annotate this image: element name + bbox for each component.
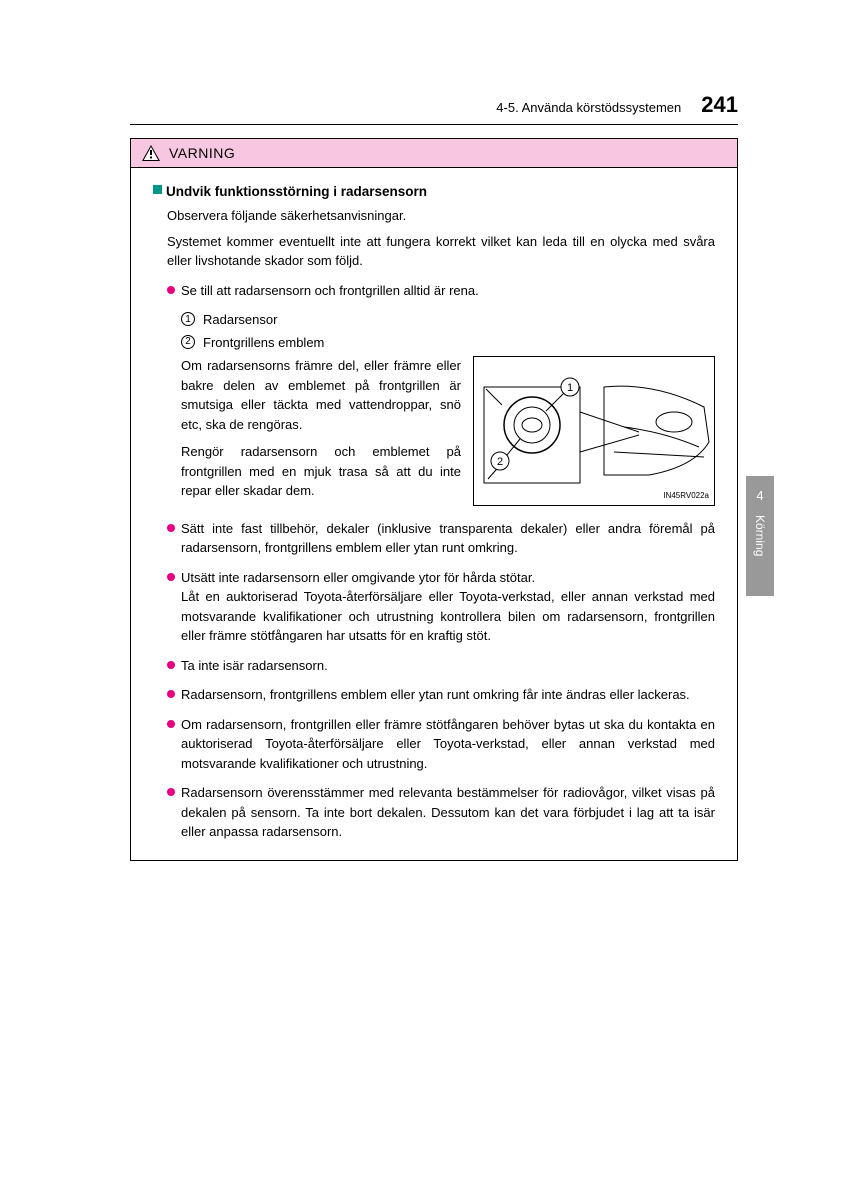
warning-header: VARNING [131, 139, 737, 168]
bullet-item-4: Ta inte isär radarsensorn. [167, 656, 715, 676]
warning-label: VARNING [169, 145, 235, 161]
chapter-label: Körning [753, 515, 767, 556]
bullet-text-3a: Utsätt inte radarsensorn eller omgivande… [181, 570, 535, 585]
intro-text-2: Systemet kommer eventuellt inte att fung… [167, 232, 715, 271]
bullet-text-5: Radarsensorn, frontgrillens emblem eller… [181, 685, 715, 705]
bullet-item-2: Sätt inte fast tillbehör, dekaler (inklu… [167, 519, 715, 558]
bullet-text-3b: Låt en auktoriserad Toyota-återförsäljar… [181, 589, 715, 643]
radar-sensor-diagram: 1 2 IN45RV022a [473, 356, 715, 506]
svg-text:1: 1 [567, 382, 573, 394]
bullet-text-7: Radarsensorn överensstämmer med relevant… [181, 783, 715, 842]
bullet-item-7: Radarsensorn överensstämmer med relevant… [167, 783, 715, 842]
warning-box: VARNING Undvik funktionsstörning i radar… [130, 138, 738, 861]
diagram-code-label: IN45RV022a [663, 490, 709, 502]
chapter-side-tab: 4 Körning [746, 476, 774, 596]
numbered-item-2: 2 Frontgrillens emblem [181, 333, 715, 353]
bullet-text-4: Ta inte isär radarsensorn. [181, 656, 715, 676]
desc-para-1: Om radarsensorns främre del, eller främr… [181, 356, 461, 434]
bullet-text-3: Utsätt inte radarsensorn eller omgivande… [181, 568, 715, 646]
intro-text-1: Observera följande säkerhetsanvisningar. [167, 206, 715, 226]
diagram-svg: 1 2 [474, 357, 716, 507]
bullet-dot-icon [167, 690, 175, 698]
page-header: 4-5. Använda körstödssystemen 241 [130, 92, 738, 125]
circled-2-icon: 2 [181, 335, 195, 349]
bullet-item-1: Se till att radarsensorn och frontgrille… [167, 281, 715, 301]
numbered-item-1: 1 Radarsensor [181, 310, 715, 330]
teal-bullet-icon [153, 185, 162, 194]
bullet-dot-icon [167, 573, 175, 581]
desc-para-2: Rengör radarsensorn och emblemet på fron… [181, 442, 461, 501]
warning-sub-title: Undvik funktionsstörning i radarsensorn [166, 182, 427, 202]
circled-1-icon: 1 [181, 312, 195, 326]
bullet-item-5: Radarsensorn, frontgrillens emblem eller… [167, 685, 715, 705]
bullet-dot-icon [167, 286, 175, 294]
description-with-diagram: Om radarsensorns främre del, eller främr… [181, 356, 715, 509]
warning-triangle-icon [141, 144, 161, 162]
bullet-item-3: Utsätt inte radarsensorn eller omgivande… [167, 568, 715, 646]
bullet-dot-icon [167, 661, 175, 669]
chapter-number: 4 [756, 488, 763, 503]
description-text: Om radarsensorns främre del, eller främr… [181, 356, 461, 509]
svg-text:2: 2 [497, 456, 503, 468]
bullet-dot-icon [167, 788, 175, 796]
bullet-dot-icon [167, 524, 175, 532]
numbered-list: 1 Radarsensor 2 Frontgrillens emblem [181, 310, 715, 352]
page-number: 241 [701, 92, 738, 118]
bullet-text-2: Sätt inte fast tillbehör, dekaler (inklu… [181, 519, 715, 558]
section-reference: 4-5. Använda körstödssystemen [496, 100, 681, 115]
numbered-label-2: Frontgrillens emblem [203, 333, 324, 353]
bullet-dot-icon [167, 720, 175, 728]
warning-body: Undvik funktionsstörning i radarsensorn … [131, 168, 737, 860]
bullet-item-6: Om radarsensorn, frontgrillen eller främ… [167, 715, 715, 774]
bullet-text-6: Om radarsensorn, frontgrillen eller främ… [181, 715, 715, 774]
numbered-label-1: Radarsensor [203, 310, 277, 330]
sub-title-row: Undvik funktionsstörning i radarsensorn [153, 182, 715, 202]
bullet-text-1: Se till att radarsensorn och frontgrille… [181, 281, 715, 301]
